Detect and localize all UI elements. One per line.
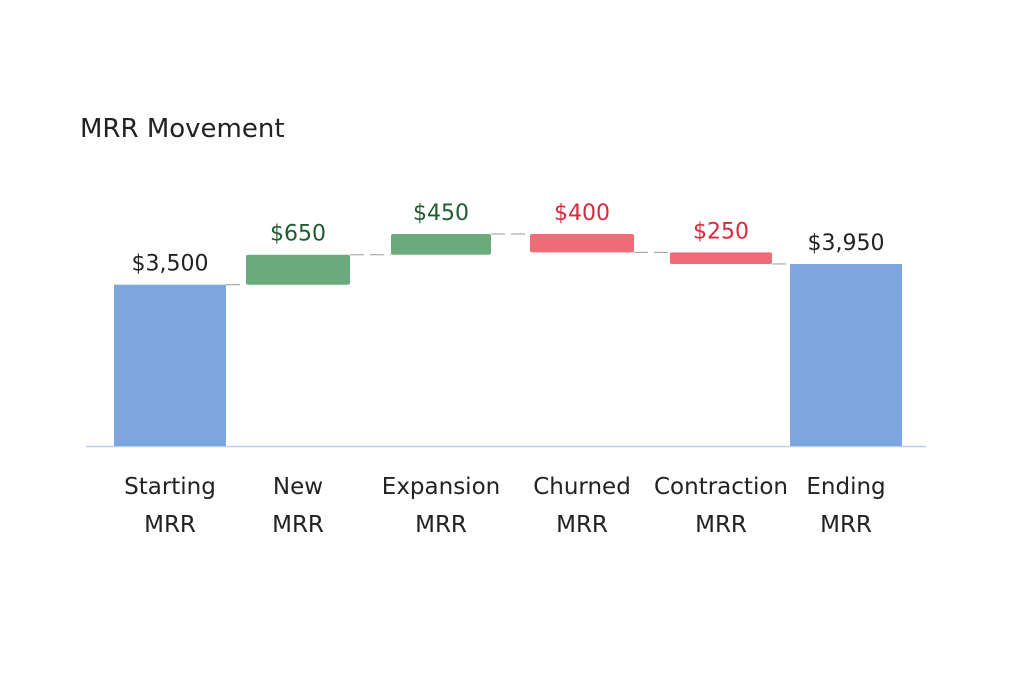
bar-2 [391,234,491,255]
chart-title: MRR Movement [80,114,285,144]
bar-1 [246,254,350,285]
bar-value-label: $650 [270,222,326,247]
bar-5 [790,263,902,446]
category-label: MRR [820,512,872,538]
category-label: MRR [144,512,196,538]
category-label: MRR [695,512,747,538]
category-label: MRR [272,512,324,538]
bar-4 [670,252,772,264]
bar-value-label: $400 [554,201,610,226]
bar-3 [530,234,634,253]
category-label: Contraction [654,474,788,500]
category-label: Ending [806,474,885,500]
bar-0 [114,284,226,446]
category-label: Churned [533,474,631,500]
bar-value-label: $450 [413,201,469,226]
category-label: Starting [124,474,216,500]
bar-value-label: $250 [693,219,749,244]
bar-value-label: $3,500 [132,252,209,277]
category-label: MRR [415,512,467,538]
bar-value-label: $3,950 [808,231,885,256]
category-label: New [273,474,323,500]
category-label: Expansion [382,474,500,500]
category-label: MRR [556,512,608,538]
